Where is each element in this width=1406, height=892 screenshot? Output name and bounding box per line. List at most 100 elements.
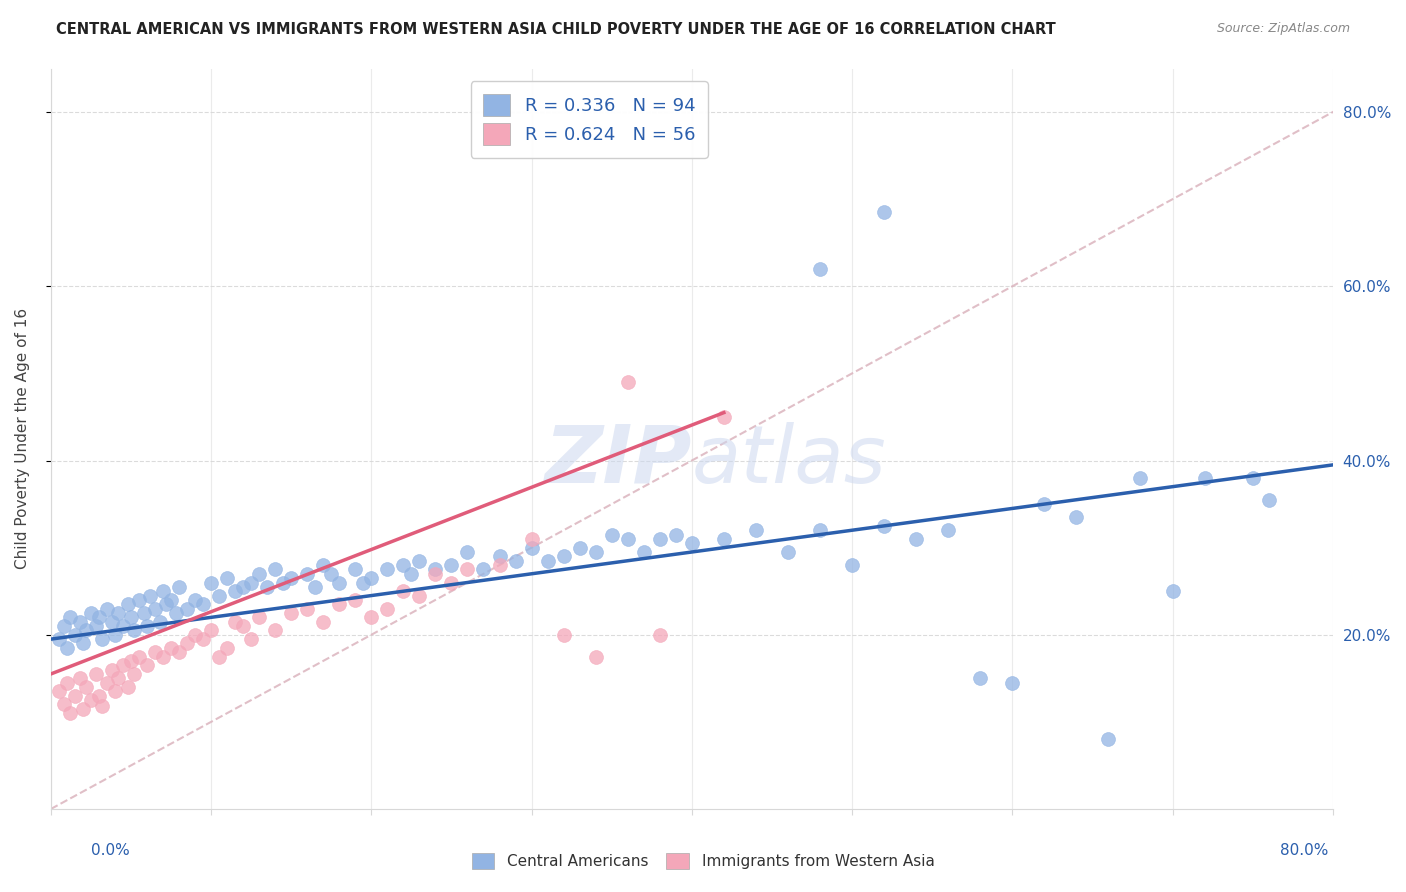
- Point: [456, 562, 478, 576]
- Point: [96, 601, 118, 615]
- Point: [425, 562, 447, 576]
- Point: [681, 536, 703, 550]
- Point: [100, 663, 122, 677]
- Point: [745, 523, 768, 537]
- Point: [122, 624, 145, 638]
- Text: 0.0%: 0.0%: [91, 843, 131, 858]
- Point: [120, 610, 142, 624]
- Point: [104, 684, 127, 698]
- Point: [280, 571, 302, 585]
- Point: [75, 680, 97, 694]
- Point: [91, 632, 114, 647]
- Point: [344, 562, 367, 576]
- Point: [69, 615, 91, 629]
- Point: [80, 693, 103, 707]
- Point: [208, 649, 231, 664]
- Point: [321, 566, 343, 581]
- Point: [264, 624, 287, 638]
- Point: [184, 628, 207, 642]
- Point: [648, 628, 671, 642]
- Point: [905, 532, 928, 546]
- Point: [200, 624, 222, 638]
- Point: [713, 409, 735, 424]
- Point: [72, 636, 94, 650]
- Point: [117, 597, 139, 611]
- Point: [136, 658, 159, 673]
- Point: [224, 584, 246, 599]
- Point: [401, 566, 423, 581]
- Point: [360, 610, 382, 624]
- Point: [304, 580, 326, 594]
- Point: [63, 689, 86, 703]
- Point: [328, 597, 350, 611]
- Point: [59, 706, 82, 721]
- Point: [167, 645, 190, 659]
- Point: [107, 671, 129, 685]
- Point: [48, 632, 70, 647]
- Point: [184, 593, 207, 607]
- Text: atlas: atlas: [692, 422, 887, 500]
- Point: [585, 545, 607, 559]
- Point: [232, 580, 254, 594]
- Point: [776, 545, 799, 559]
- Point: [600, 527, 623, 541]
- Point: [505, 554, 527, 568]
- Point: [1161, 584, 1184, 599]
- Point: [139, 589, 162, 603]
- Point: [128, 649, 150, 664]
- Legend: R = 0.336   N = 94, R = 0.624   N = 56: R = 0.336 N = 94, R = 0.624 N = 56: [471, 81, 709, 158]
- Point: [553, 549, 575, 564]
- Point: [87, 610, 110, 624]
- Text: CENTRAL AMERICAN VS IMMIGRANTS FROM WESTERN ASIA CHILD POVERTY UNDER THE AGE OF : CENTRAL AMERICAN VS IMMIGRANTS FROM WEST…: [56, 22, 1056, 37]
- Point: [616, 375, 638, 389]
- Point: [152, 584, 174, 599]
- Point: [1194, 471, 1216, 485]
- Text: Source: ZipAtlas.com: Source: ZipAtlas.com: [1216, 22, 1350, 36]
- Point: [117, 680, 139, 694]
- Point: [297, 601, 319, 615]
- Point: [149, 615, 172, 629]
- Point: [969, 671, 991, 685]
- Point: [352, 575, 374, 590]
- Point: [553, 628, 575, 642]
- Point: [713, 532, 735, 546]
- Point: [143, 645, 166, 659]
- Point: [52, 698, 75, 712]
- Point: [80, 606, 103, 620]
- Point: [568, 541, 591, 555]
- Point: [936, 523, 959, 537]
- Point: [48, 684, 70, 698]
- Point: [808, 523, 831, 537]
- Point: [217, 571, 239, 585]
- Point: [536, 554, 558, 568]
- Point: [280, 606, 302, 620]
- Point: [191, 632, 214, 647]
- Point: [84, 619, 107, 633]
- Point: [176, 636, 198, 650]
- Point: [256, 580, 278, 594]
- Point: [264, 562, 287, 576]
- Point: [232, 619, 254, 633]
- Point: [91, 699, 114, 714]
- Point: [111, 619, 134, 633]
- Point: [69, 671, 91, 685]
- Point: [56, 640, 79, 655]
- Point: [488, 558, 510, 572]
- Point: [136, 619, 159, 633]
- Point: [200, 575, 222, 590]
- Point: [360, 571, 382, 585]
- Point: [297, 566, 319, 581]
- Point: [63, 628, 86, 642]
- Text: ZIP: ZIP: [544, 422, 692, 500]
- Point: [96, 675, 118, 690]
- Point: [122, 667, 145, 681]
- Point: [100, 615, 122, 629]
- Point: [1241, 471, 1264, 485]
- Point: [176, 601, 198, 615]
- Point: [217, 640, 239, 655]
- Point: [143, 601, 166, 615]
- Point: [208, 589, 231, 603]
- Point: [72, 702, 94, 716]
- Point: [344, 593, 367, 607]
- Point: [240, 575, 263, 590]
